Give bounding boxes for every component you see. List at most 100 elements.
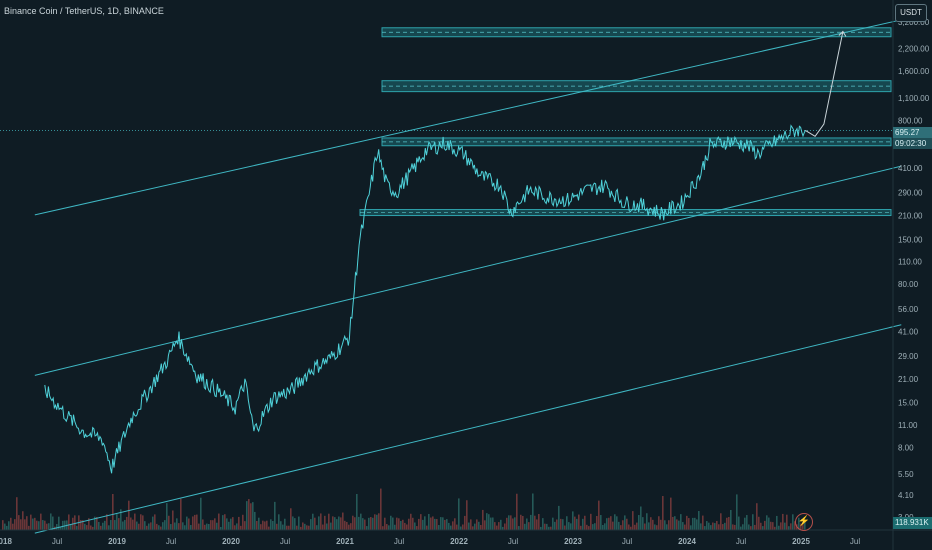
time-axis[interactable]: 2018 Jul 2019 Jul 2020 Jul 2021 Jul 2022 Jul 2023 J…: [0, 537, 860, 546]
volume-bar: [618, 521, 620, 530]
volume-bar: [450, 525, 452, 530]
volume-bar: [74, 515, 76, 530]
volume-bar: [390, 515, 392, 530]
last-price-value: 695.27: [893, 127, 932, 138]
volume-bar: [14, 519, 16, 530]
volume-bar: [140, 514, 142, 530]
volume-bar: [190, 525, 192, 530]
volume-bar: [80, 520, 82, 530]
volume-bar: [340, 517, 342, 530]
volume-bar: [790, 523, 792, 530]
volume-bar: [642, 517, 644, 530]
time-tick-label: Jul: [52, 537, 62, 546]
volume-bar: [654, 524, 656, 530]
volume-bar: [760, 522, 762, 530]
volume-bar: [482, 509, 484, 530]
volume-bar: [644, 523, 646, 530]
volume-bar: [720, 513, 722, 530]
volume-bar: [48, 523, 50, 530]
volume-bar: [428, 513, 430, 530]
trend-channel-lines[interactable]: [34, 19, 902, 534]
volume-bar: [656, 525, 658, 530]
volume-bar: [544, 523, 546, 530]
volume-bar: [292, 516, 294, 530]
volume-bar: [20, 519, 22, 530]
support-resistance-zones[interactable]: [359, 27, 892, 217]
volume-bar: [260, 524, 262, 530]
volume-bar: [380, 488, 382, 530]
volume-bar: [144, 521, 146, 530]
volume-bar: [770, 521, 772, 530]
volume-bar: [698, 511, 700, 530]
volume-bar: [38, 521, 40, 530]
volume-bar: [90, 525, 92, 530]
volume-bar: [768, 517, 770, 530]
volume-bar: [112, 494, 114, 530]
volume-bar: [244, 521, 246, 530]
volume-bar: [370, 517, 372, 530]
volume-bar: [138, 523, 140, 530]
price-axis[interactable]: 3,200.00 2,200.00 1,600.00 1,100.00 800.00 56…: [898, 18, 930, 522]
projection-arrowhead: [838, 30, 847, 37]
channel-line: [34, 19, 902, 216]
time-tick-label: 2021: [336, 537, 354, 546]
volume-bar: [708, 522, 710, 530]
volume-bar: [82, 520, 84, 530]
volume-bar: [554, 521, 556, 530]
volume-bar: [574, 516, 576, 530]
volume-bar: [780, 522, 782, 530]
volume-bar: [328, 513, 330, 530]
volume-bar: [456, 524, 458, 530]
time-tick-label: Jul: [508, 537, 518, 546]
volume-bar: [724, 522, 726, 530]
currency-button[interactable]: USDT: [895, 4, 927, 22]
volume-bar: [94, 516, 96, 530]
volume-bar: [130, 517, 132, 530]
volume-bar: [166, 503, 168, 530]
time-tick-label: Jul: [736, 537, 746, 546]
bar-countdown: 09:02:30: [893, 138, 932, 149]
volume-bar: [126, 516, 128, 530]
volume-bar: [100, 525, 102, 530]
volume-bar: [742, 524, 744, 530]
volume-bar: [248, 499, 250, 530]
volume-bar: [332, 516, 334, 530]
volume-bar: [630, 526, 632, 530]
volume-bar: [32, 518, 34, 530]
volume-bar: [226, 518, 228, 530]
volume-bar: [420, 514, 422, 530]
price-tick-label: 15.00: [898, 399, 919, 408]
volume-bar: [484, 520, 486, 530]
volume-bar: [230, 518, 232, 530]
volume-bar: [18, 515, 20, 530]
volume-bar: [448, 522, 450, 530]
volume-bar: [576, 518, 578, 530]
volume-bar: [548, 526, 550, 530]
volume-bar: [752, 514, 754, 530]
volume-bar: [60, 526, 62, 530]
volume-bar: [278, 514, 280, 530]
time-tick-label: 2019: [108, 537, 126, 546]
volume-bar: [330, 522, 332, 530]
volume-bar: [170, 524, 172, 530]
volume-bar: [416, 526, 418, 530]
volume-histogram: [2, 488, 806, 530]
volume-bar: [12, 523, 14, 530]
volume-bar: [468, 522, 470, 530]
volume-bar: [200, 497, 202, 530]
volume-bar: [670, 497, 672, 530]
lightning-icon[interactable]: ⚡: [795, 513, 813, 531]
volume-bar: [748, 524, 750, 530]
volume-bar: [480, 525, 482, 530]
volume-bar: [148, 523, 150, 530]
volume-bar: [348, 524, 350, 530]
price-tick-label: 29.00: [898, 352, 919, 361]
volume-bar: [460, 526, 462, 530]
projection-path[interactable]: [805, 30, 847, 137]
volume-bar: [586, 524, 588, 530]
volume-bar: [638, 515, 640, 530]
volume-bar: [298, 516, 300, 530]
volume-bar: [320, 513, 322, 530]
volume-bar: [352, 515, 354, 530]
